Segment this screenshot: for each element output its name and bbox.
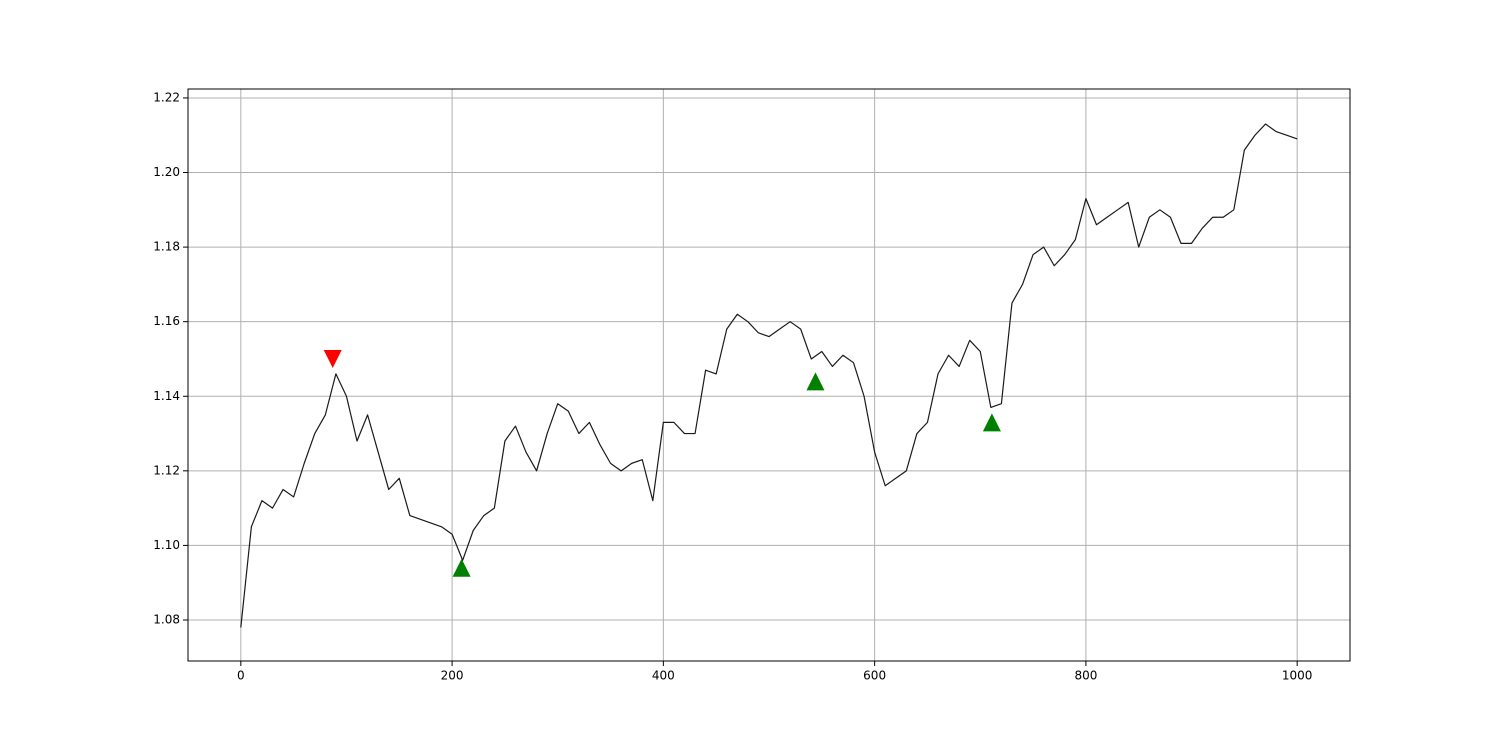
signal-marker xyxy=(452,558,471,577)
y-tick-label: 1.16 xyxy=(153,314,180,328)
y-tick-label: 1.08 xyxy=(153,612,180,626)
y-tick-label: 1.10 xyxy=(153,538,180,552)
x-tick-label: 0 xyxy=(237,669,245,683)
signal-marker xyxy=(982,413,1001,432)
y-tick-label: 1.12 xyxy=(153,463,180,477)
plot-layer xyxy=(240,123,1298,628)
axes-frame xyxy=(187,88,1351,662)
x-tick-label: 600 xyxy=(863,669,886,683)
x-tick-label: 200 xyxy=(441,669,464,683)
signal-marker xyxy=(323,349,342,368)
y-tick-label: 1.20 xyxy=(153,165,180,179)
x-tick-label: 800 xyxy=(1074,669,1097,683)
x-tick-label: 400 xyxy=(652,669,675,683)
y-tick-label: 1.22 xyxy=(153,90,180,104)
tick-layer: 0 200 400 600 800 1000 1.08 1.10 1.12 1.14 1.16 1.1… xyxy=(153,90,1312,682)
x-tick-label: 1000 xyxy=(1282,669,1313,683)
y-tick-label: 1.14 xyxy=(153,389,180,403)
y-tick-label: 1.18 xyxy=(153,240,180,254)
signal-marker xyxy=(806,372,825,391)
price-line xyxy=(240,123,1298,628)
grid-layer xyxy=(188,89,1350,661)
